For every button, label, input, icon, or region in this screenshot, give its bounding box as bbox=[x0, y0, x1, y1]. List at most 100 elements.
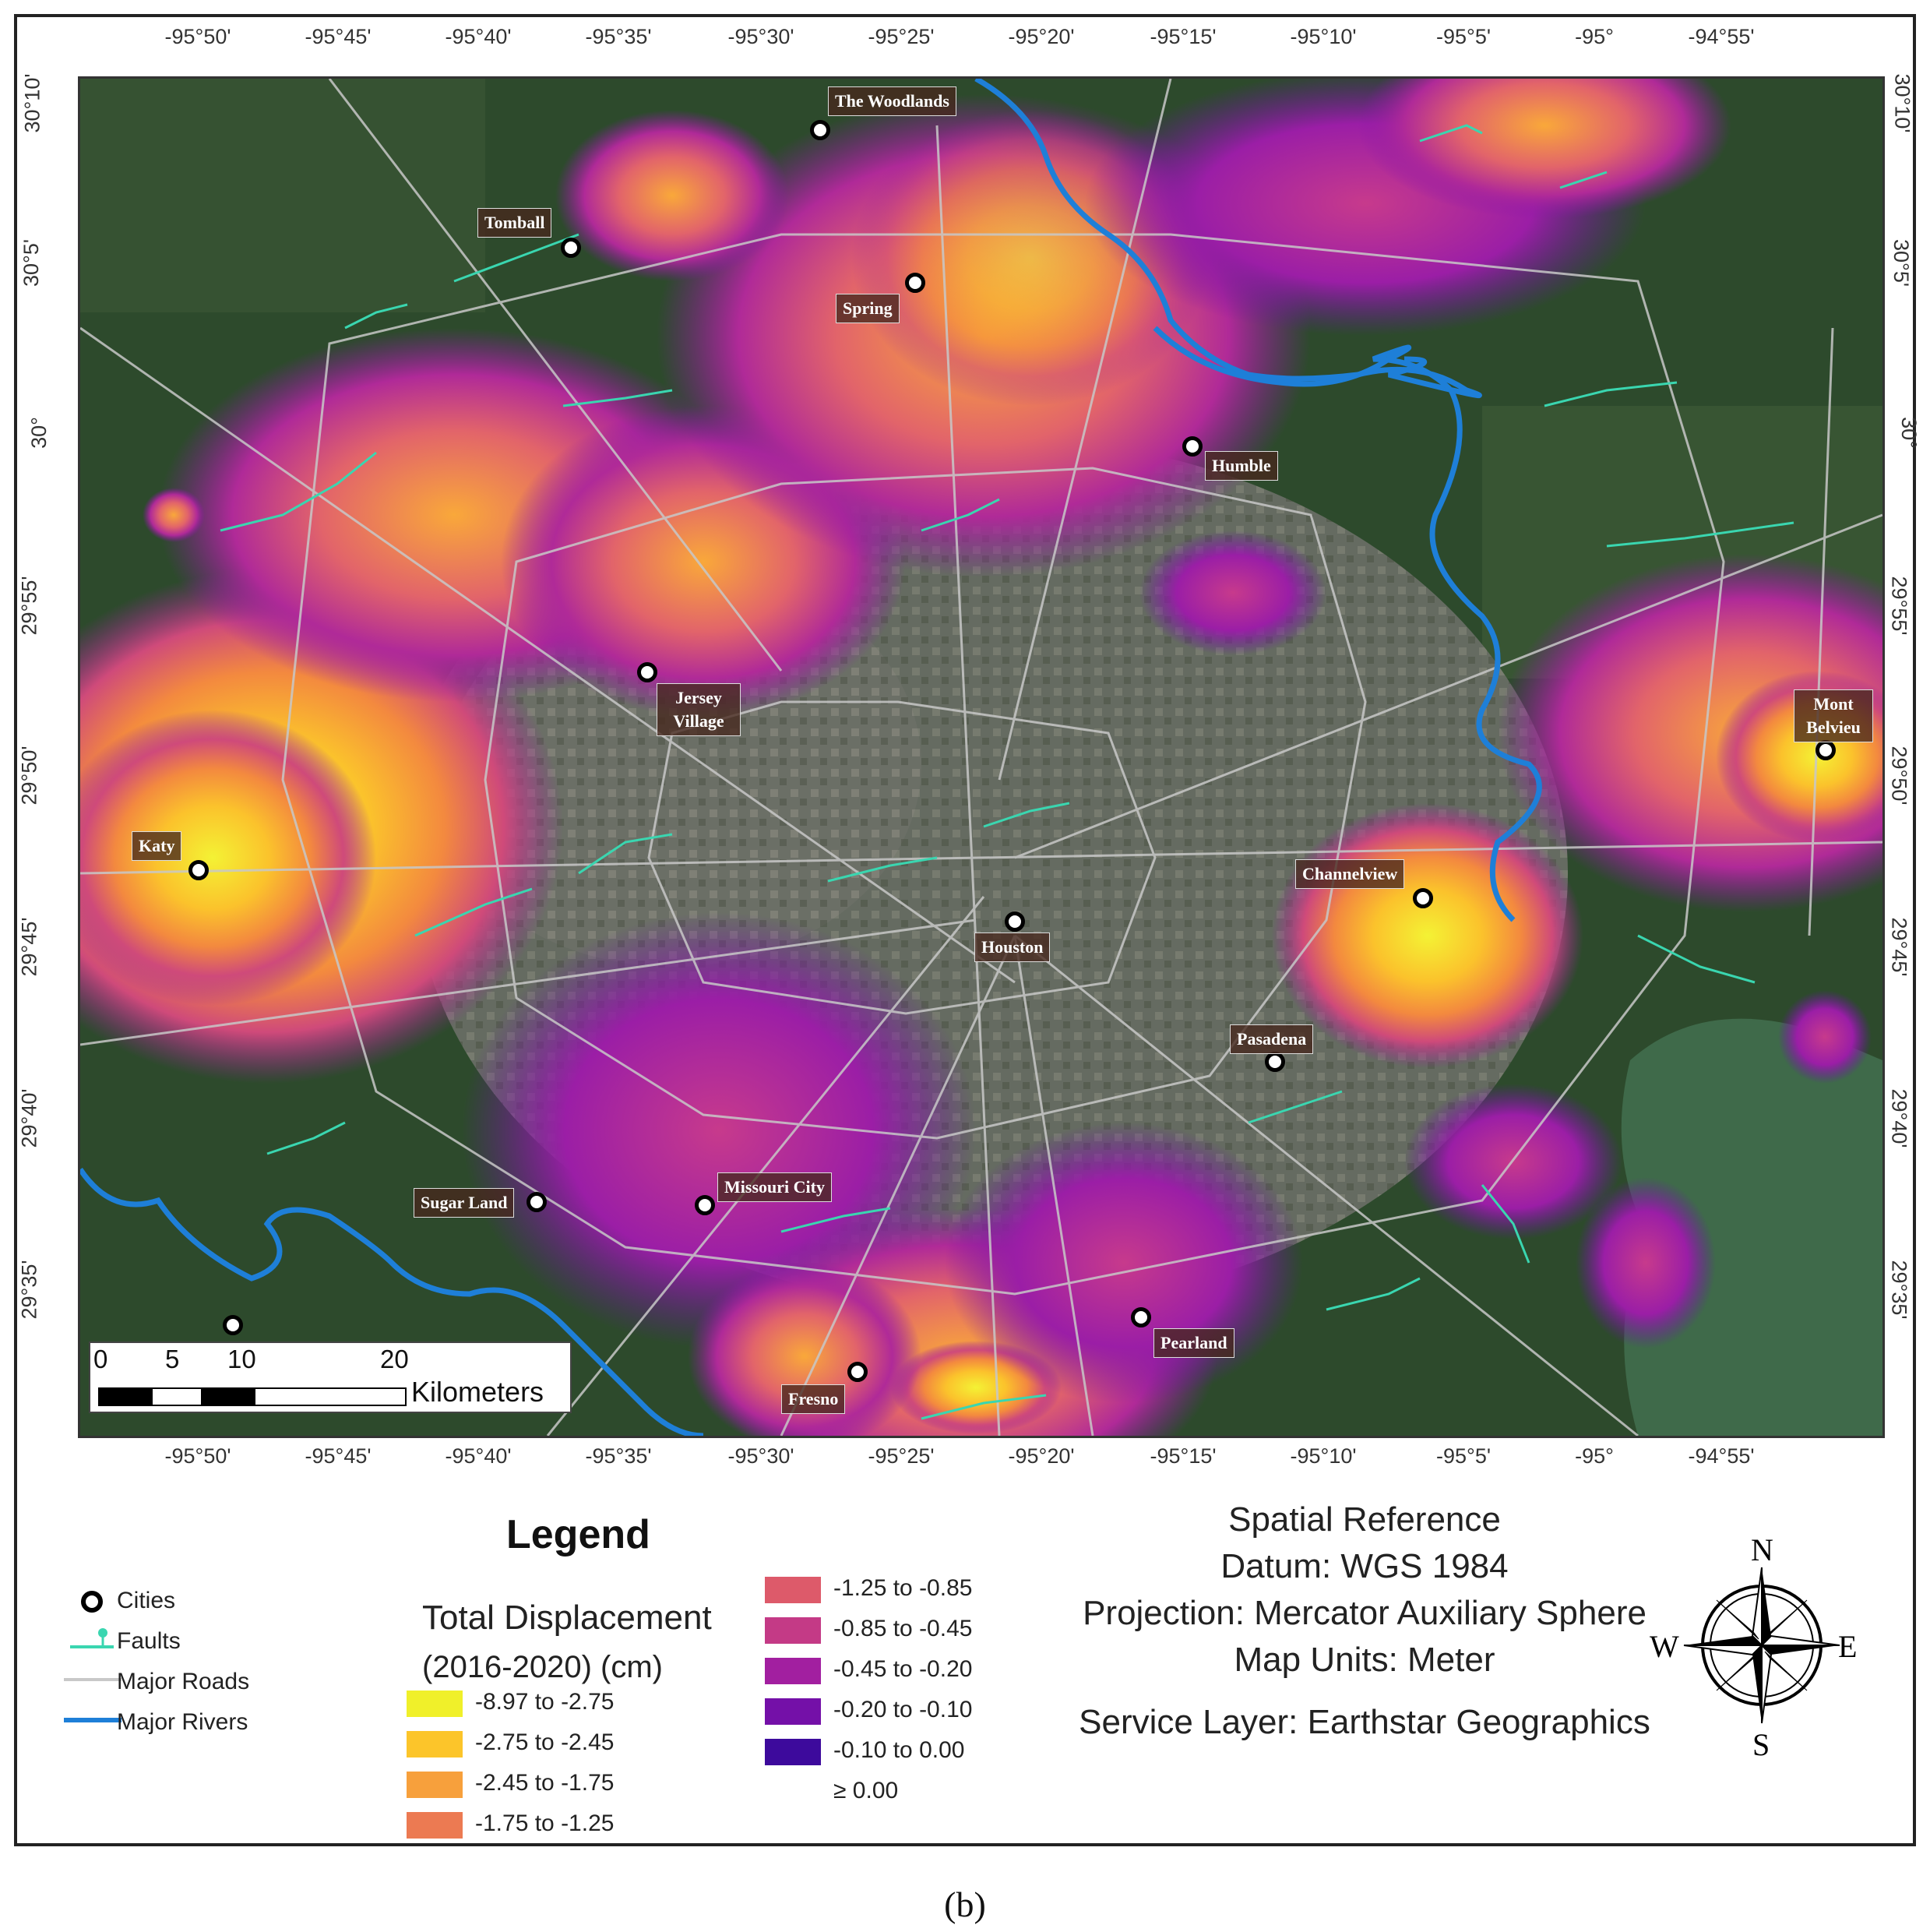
scale-tick-label: 20 bbox=[380, 1345, 409, 1373]
legend-class-label: -0.85 to -0.45 bbox=[833, 1616, 973, 1641]
legend-title: Legend bbox=[506, 1512, 650, 1557]
legend-class-label: -2.75 to -2.45 bbox=[475, 1729, 615, 1755]
lon-tick: -95°5' bbox=[1436, 25, 1491, 48]
major-rivers bbox=[80, 79, 1542, 1436]
lat-tick: 30°10' bbox=[20, 73, 44, 133]
map-graphics bbox=[80, 79, 1882, 1436]
lon-tick: -94°55' bbox=[1688, 25, 1755, 48]
spatial-reference-datum: Datum: WGS 1984 bbox=[1220, 1547, 1509, 1585]
legend-item-faults: Faults bbox=[117, 1628, 181, 1654]
legend-swatch bbox=[765, 1658, 821, 1684]
lat-tick: 30°5' bbox=[1889, 238, 1914, 287]
city-point-missouri-city[interactable] bbox=[695, 1195, 715, 1215]
lat-tick: 30°5' bbox=[19, 238, 44, 287]
spatial-reference-title: Spatial Reference bbox=[1228, 1500, 1501, 1539]
city-label-humble: Humble bbox=[1205, 451, 1278, 481]
city-point-the-woodlands[interactable] bbox=[810, 120, 830, 140]
legend-item-major-rivers: Major Rivers bbox=[117, 1709, 248, 1735]
scale-tick-label: 10 bbox=[227, 1345, 256, 1373]
city-point-tomball[interactable] bbox=[561, 238, 581, 258]
legend-swatch bbox=[765, 1739, 821, 1765]
lon-tick: -95°30' bbox=[727, 1444, 794, 1468]
city-label-tomball: Tomball bbox=[477, 208, 552, 238]
scale-segment bbox=[201, 1387, 255, 1406]
compass-south: S bbox=[1752, 1727, 1770, 1762]
legend-swatch bbox=[765, 1617, 821, 1644]
lon-tick: -95°20' bbox=[1008, 25, 1075, 48]
lon-tick: -95° bbox=[1575, 25, 1614, 48]
compass-rose-icon bbox=[1683, 1567, 1840, 1724]
compass-west: W bbox=[1650, 1629, 1679, 1664]
legend-class-label: -8.97 to -2.75 bbox=[475, 1689, 615, 1715]
city-label-channelview: Channelview bbox=[1295, 859, 1405, 889]
scale-segment bbox=[254, 1387, 407, 1406]
city-point-houston[interactable] bbox=[1005, 911, 1025, 932]
lat-tick: 30° bbox=[26, 417, 51, 449]
farmland-patch bbox=[80, 79, 485, 312]
lon-tick: -95°15' bbox=[1150, 25, 1217, 48]
legend-symbols bbox=[64, 1591, 122, 1722]
lat-tick: 29°40' bbox=[1887, 1088, 1911, 1148]
lat-tick: 29°50' bbox=[17, 746, 41, 806]
city-point-fresno[interactable] bbox=[847, 1362, 868, 1382]
lon-tick: -95° bbox=[1575, 1444, 1614, 1468]
scale-segment bbox=[98, 1387, 153, 1406]
lon-tick: -95°15' bbox=[1150, 1444, 1217, 1468]
city-point-jersey-village[interactable] bbox=[637, 662, 657, 682]
spatial-reference-units: Map Units: Meter bbox=[1234, 1641, 1495, 1679]
compass-north: N bbox=[1751, 1532, 1773, 1567]
scale-unit-label: Kilometers bbox=[411, 1376, 544, 1408]
lon-tick: -95°5' bbox=[1436, 1444, 1491, 1468]
lon-tick: -95°20' bbox=[1008, 1444, 1075, 1468]
city-point-channelview[interactable] bbox=[1413, 888, 1433, 908]
displacement-map[interactable]: The Woodlands Tomball Spring Humble Jers… bbox=[78, 76, 1885, 1438]
compass-east: E bbox=[1838, 1629, 1858, 1664]
displacement-overlay bbox=[80, 79, 1882, 1436]
lat-tick: 29°55' bbox=[1887, 576, 1911, 636]
legend-swatch bbox=[765, 1577, 821, 1603]
legend-item-cities: Cities bbox=[117, 1588, 176, 1613]
lon-tick: -95°35' bbox=[585, 1444, 652, 1468]
legend-swatch bbox=[765, 1698, 821, 1725]
city-label-houston: Houston bbox=[974, 933, 1051, 962]
lon-tick: -94°55' bbox=[1688, 1444, 1755, 1468]
lat-tick: 29°50' bbox=[1887, 746, 1911, 806]
lat-tick: 29°45' bbox=[17, 917, 41, 977]
lon-tick: -95°45' bbox=[305, 1444, 372, 1468]
city-label-pasadena: Pasadena bbox=[1230, 1024, 1314, 1054]
major-roads bbox=[80, 79, 1882, 1436]
city-point-humble[interactable] bbox=[1182, 436, 1203, 457]
city-point-pasadena[interactable] bbox=[1265, 1052, 1285, 1072]
legend-class-label: -1.75 to -1.25 bbox=[475, 1810, 615, 1836]
city-point-spring[interactable] bbox=[905, 273, 925, 293]
lon-tick: -95°10' bbox=[1290, 25, 1357, 48]
legend-class-label: -0.45 to -0.20 bbox=[833, 1656, 973, 1682]
lon-tick: -95°25' bbox=[868, 25, 935, 48]
fault-line-icon bbox=[70, 1628, 114, 1648]
displacement-legend-title: Total Displacement bbox=[422, 1599, 712, 1637]
legend-class-label: -2.45 to -1.75 bbox=[475, 1770, 615, 1796]
legend-class-label: -0.20 to -0.10 bbox=[833, 1697, 973, 1722]
city-label-sugar-land: Sugar Land bbox=[414, 1188, 515, 1218]
scale-tick-label: 5 bbox=[165, 1345, 180, 1373]
lat-tick: 29°40' bbox=[17, 1088, 41, 1148]
city-point-pearland[interactable] bbox=[1131, 1307, 1151, 1327]
lat-tick: 30° bbox=[1897, 417, 1921, 449]
legend-item-major-roads: Major Roads bbox=[117, 1669, 250, 1694]
lat-tick: 29°45' bbox=[1887, 917, 1911, 977]
lat-tick: 30°10' bbox=[1890, 73, 1914, 133]
city-label-katy: Katy bbox=[132, 831, 182, 861]
city-label-spring: Spring bbox=[836, 294, 900, 323]
city-point-katy[interactable] bbox=[188, 860, 209, 880]
lat-tick: 29°35' bbox=[17, 1260, 41, 1320]
legend-class-label: -1.25 to -0.85 bbox=[833, 1575, 973, 1601]
city-point-unlabeled[interactable] bbox=[223, 1315, 243, 1335]
city-point-sugar-land[interactable] bbox=[527, 1192, 547, 1212]
city-point-mont-belvieu[interactable] bbox=[1816, 740, 1836, 760]
scale-bar: 0 5 10 20 Kilometers bbox=[89, 1341, 572, 1413]
city-label-missouri-city: Missouri City bbox=[717, 1172, 832, 1202]
lon-tick: -95°40' bbox=[445, 1444, 512, 1468]
lat-tick: 29°55' bbox=[17, 576, 41, 636]
legend-class-label: ≥ 0.00 bbox=[833, 1778, 899, 1803]
lon-tick: -95°35' bbox=[585, 25, 652, 48]
